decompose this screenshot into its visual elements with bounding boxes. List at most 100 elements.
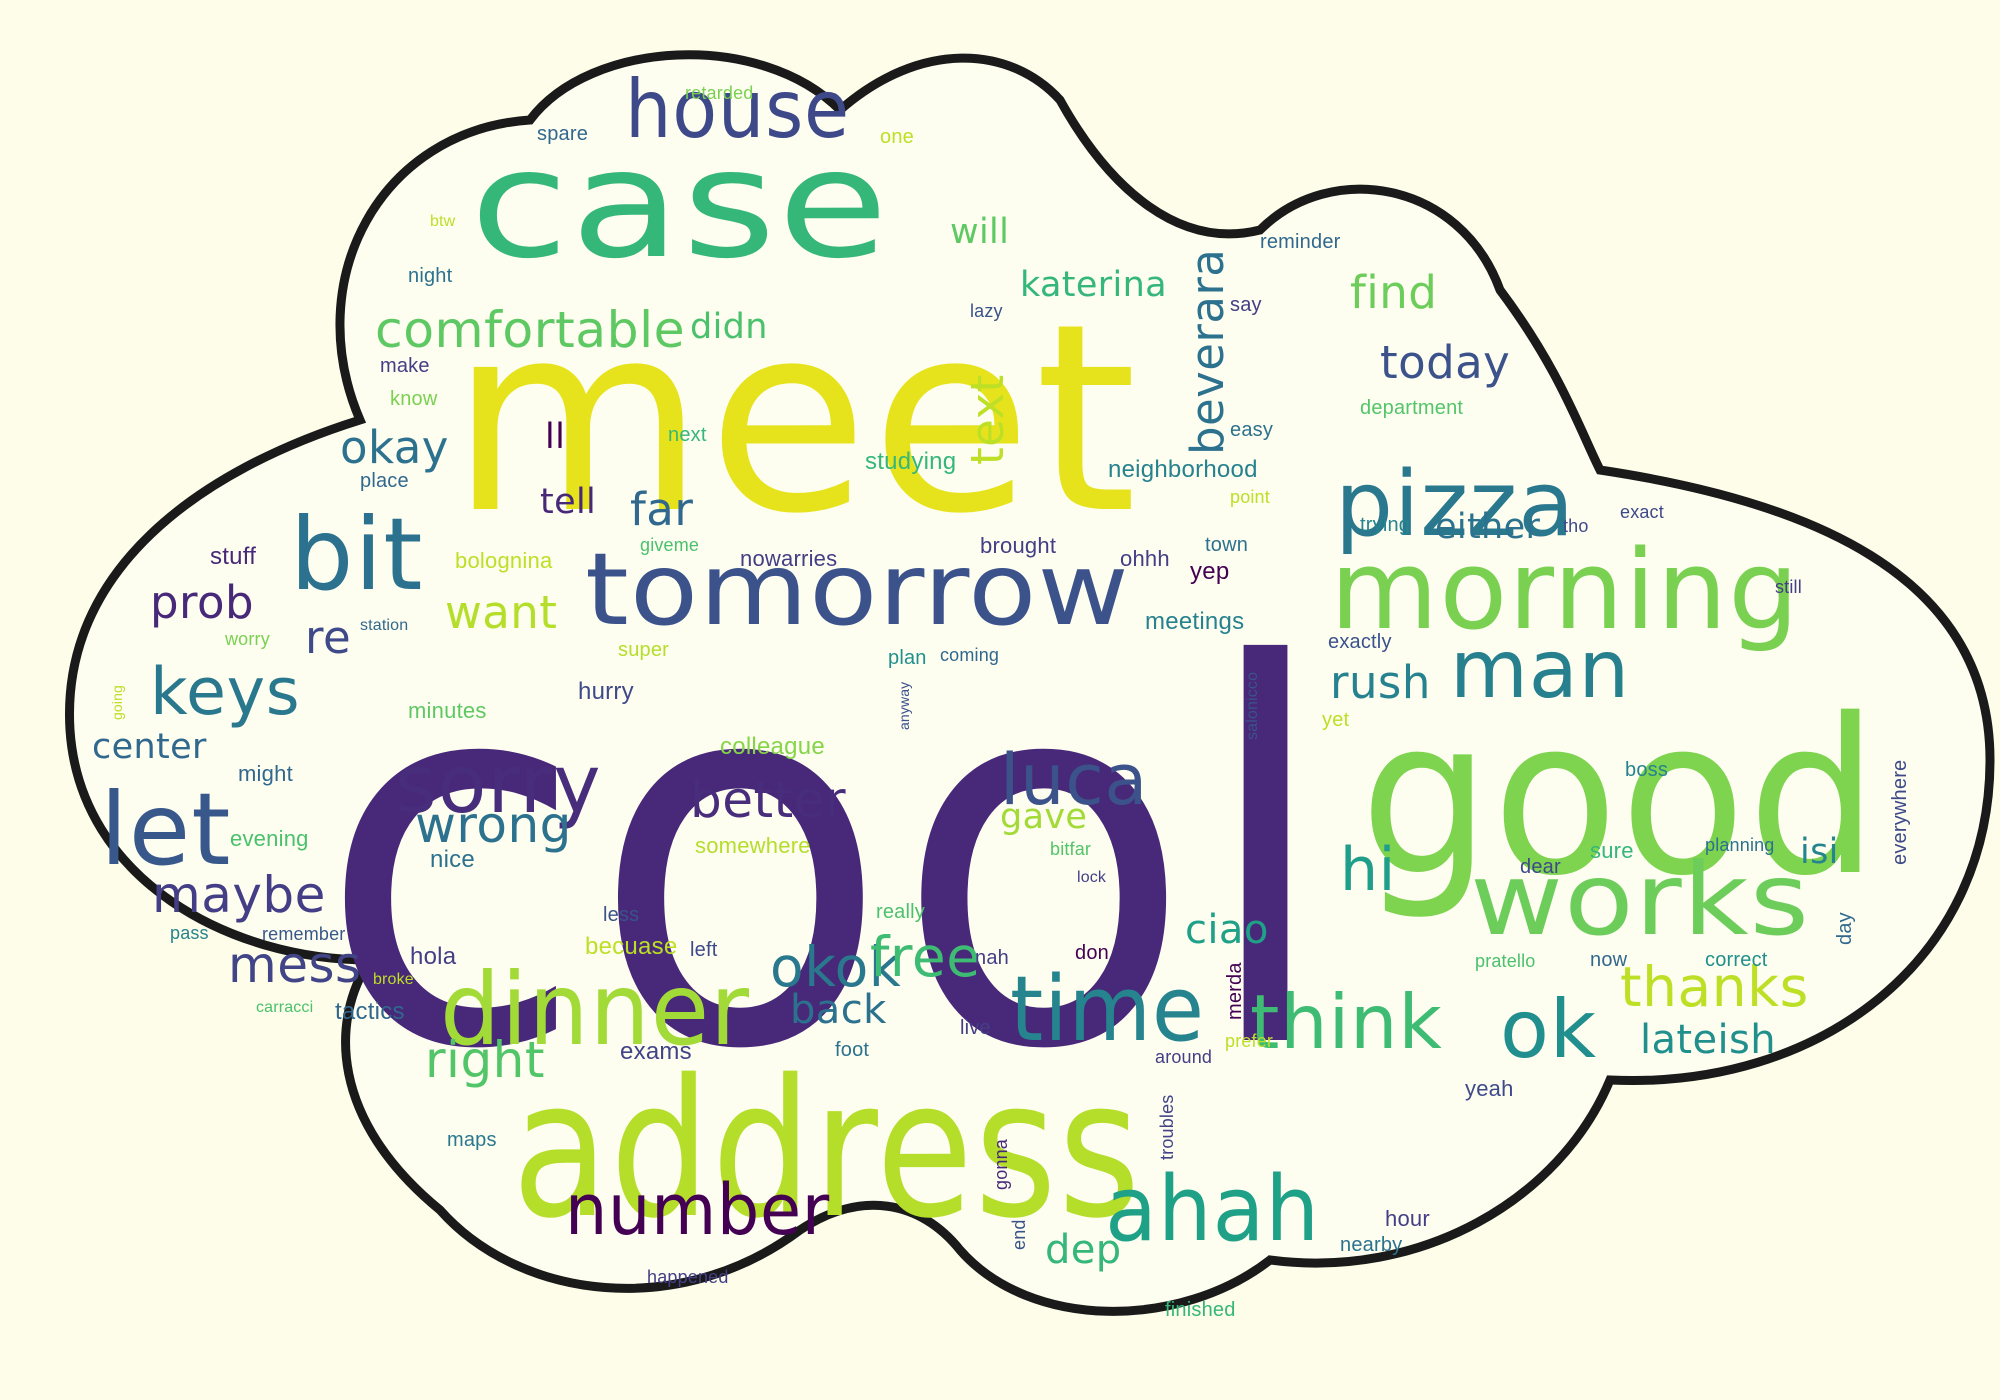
word-everywhere: everywhere xyxy=(1889,759,1911,865)
word-plan: plan xyxy=(888,647,927,669)
word-btw: btw xyxy=(430,213,456,230)
word-coming: coming xyxy=(940,645,1000,665)
word-address: address xyxy=(512,1039,1142,1260)
word-sure: sure xyxy=(1590,838,1634,863)
word-maps: maps xyxy=(447,1129,497,1151)
word-time: time xyxy=(1010,957,1205,1062)
word-troubles: troubles xyxy=(1157,1094,1177,1160)
word-happened: happened xyxy=(647,1267,729,1287)
word-exactly: exactly xyxy=(1328,631,1392,653)
word-finished: finished xyxy=(1165,1299,1236,1321)
word-exams: exams xyxy=(620,1038,692,1065)
word-free: free xyxy=(870,925,981,989)
word-nah: nah xyxy=(975,947,1009,969)
word-hour: hour xyxy=(1385,1206,1430,1231)
word-spare: spare xyxy=(537,123,589,145)
word-night: night xyxy=(408,265,453,287)
word-better: better xyxy=(690,771,847,829)
word-going: going xyxy=(109,685,125,720)
word-right: right xyxy=(425,1031,545,1089)
word-reminder: reminder xyxy=(1260,231,1341,253)
word-don: don xyxy=(1075,942,1109,964)
word-might: might xyxy=(238,761,293,786)
word-retarded: retarded xyxy=(685,83,754,103)
word-stuff: stuff xyxy=(210,543,257,570)
word-department: department xyxy=(1360,397,1464,419)
word-cool: cool xyxy=(318,557,1339,1163)
word-lazy: lazy xyxy=(970,301,1003,321)
word-bitfar: bitfar xyxy=(1050,839,1092,859)
word-yeah: yeah xyxy=(1465,1076,1514,1101)
word-minutes: minutes xyxy=(408,698,487,723)
word-dear: dear xyxy=(1520,856,1561,878)
word-around: around xyxy=(1155,1047,1213,1067)
word-brought: brought xyxy=(980,533,1057,558)
word-now: now xyxy=(1590,949,1628,971)
word-easy: easy xyxy=(1230,419,1274,441)
word-prefer: prefer xyxy=(1225,1031,1274,1051)
word-re: re xyxy=(305,611,352,664)
word-keys: keys xyxy=(150,655,301,730)
word-let: let xyxy=(100,771,232,888)
word-hi: hi xyxy=(1340,835,1396,905)
word-yep: yep xyxy=(1190,558,1230,585)
word-know: know xyxy=(390,388,438,410)
word-will: will xyxy=(950,212,1010,252)
word-salonicco: salonicco xyxy=(1244,671,1261,740)
word-good: good xyxy=(1360,672,1881,923)
word-today: today xyxy=(1380,336,1511,389)
word-place: place xyxy=(360,470,409,492)
word-beverara: beverara xyxy=(1181,248,1234,455)
word-morning: morning xyxy=(1330,526,1800,654)
word-foot: foot xyxy=(835,1039,870,1061)
word-bit: bit xyxy=(290,496,424,613)
word-studying: studying xyxy=(865,448,957,475)
word-comfortable: comfortable xyxy=(375,301,686,359)
word-next: next xyxy=(668,424,707,446)
word-dinner: dinner xyxy=(440,951,750,1068)
word-somewhere: somewhere xyxy=(695,833,811,858)
word-either: either xyxy=(1435,507,1541,547)
word-ok: ok xyxy=(1500,983,1597,1076)
word-bolognina: bolognina xyxy=(455,548,553,573)
word-center: center xyxy=(92,727,207,767)
word-maybe: maybe xyxy=(152,866,326,924)
word-town: town xyxy=(1205,534,1249,556)
word-worry: worry xyxy=(225,629,270,649)
word-trying: trying xyxy=(1360,514,1411,536)
word-evening: evening xyxy=(230,826,309,851)
word-ohhh: ohhh xyxy=(1120,546,1170,571)
word-lock: lock xyxy=(1077,869,1107,886)
word-wrong: wrong xyxy=(415,796,572,854)
word-thanks: thanks xyxy=(1620,955,1809,1019)
word-want: want xyxy=(445,586,558,639)
word-think: think xyxy=(1250,978,1443,1066)
word-hurry: hurry xyxy=(578,678,634,705)
word-meetings: meetings xyxy=(1145,608,1245,635)
word-still: still xyxy=(1775,577,1802,597)
word-boss: boss xyxy=(1625,759,1669,781)
word-tho: tho xyxy=(1563,516,1589,536)
word-nice: nice xyxy=(430,846,475,873)
word-merda: merda xyxy=(1224,962,1246,1020)
word-pratello: pratello xyxy=(1475,951,1536,971)
word-gonna: gonna xyxy=(991,1139,1011,1190)
word-ahah: ahah xyxy=(1105,1157,1321,1262)
word-house: house xyxy=(625,63,850,156)
word-lateish: lateish xyxy=(1640,1017,1777,1063)
word-end: end xyxy=(1009,1219,1029,1250)
word-find: find xyxy=(1350,266,1438,319)
word-less: less xyxy=(603,904,640,926)
word-tell: tell xyxy=(540,482,597,522)
word-yet: yet xyxy=(1322,709,1350,731)
word-isi: isi xyxy=(1800,832,1839,872)
word-sorry: sorry xyxy=(395,738,602,831)
word-station: station xyxy=(360,617,409,634)
word-day: day xyxy=(1834,912,1856,945)
word-okok: okok xyxy=(770,935,902,999)
word-case: case xyxy=(470,118,890,292)
word-works: works xyxy=(1470,841,1811,958)
word-neighborhood: neighborhood xyxy=(1108,456,1258,483)
word-ll: ll xyxy=(545,417,566,457)
